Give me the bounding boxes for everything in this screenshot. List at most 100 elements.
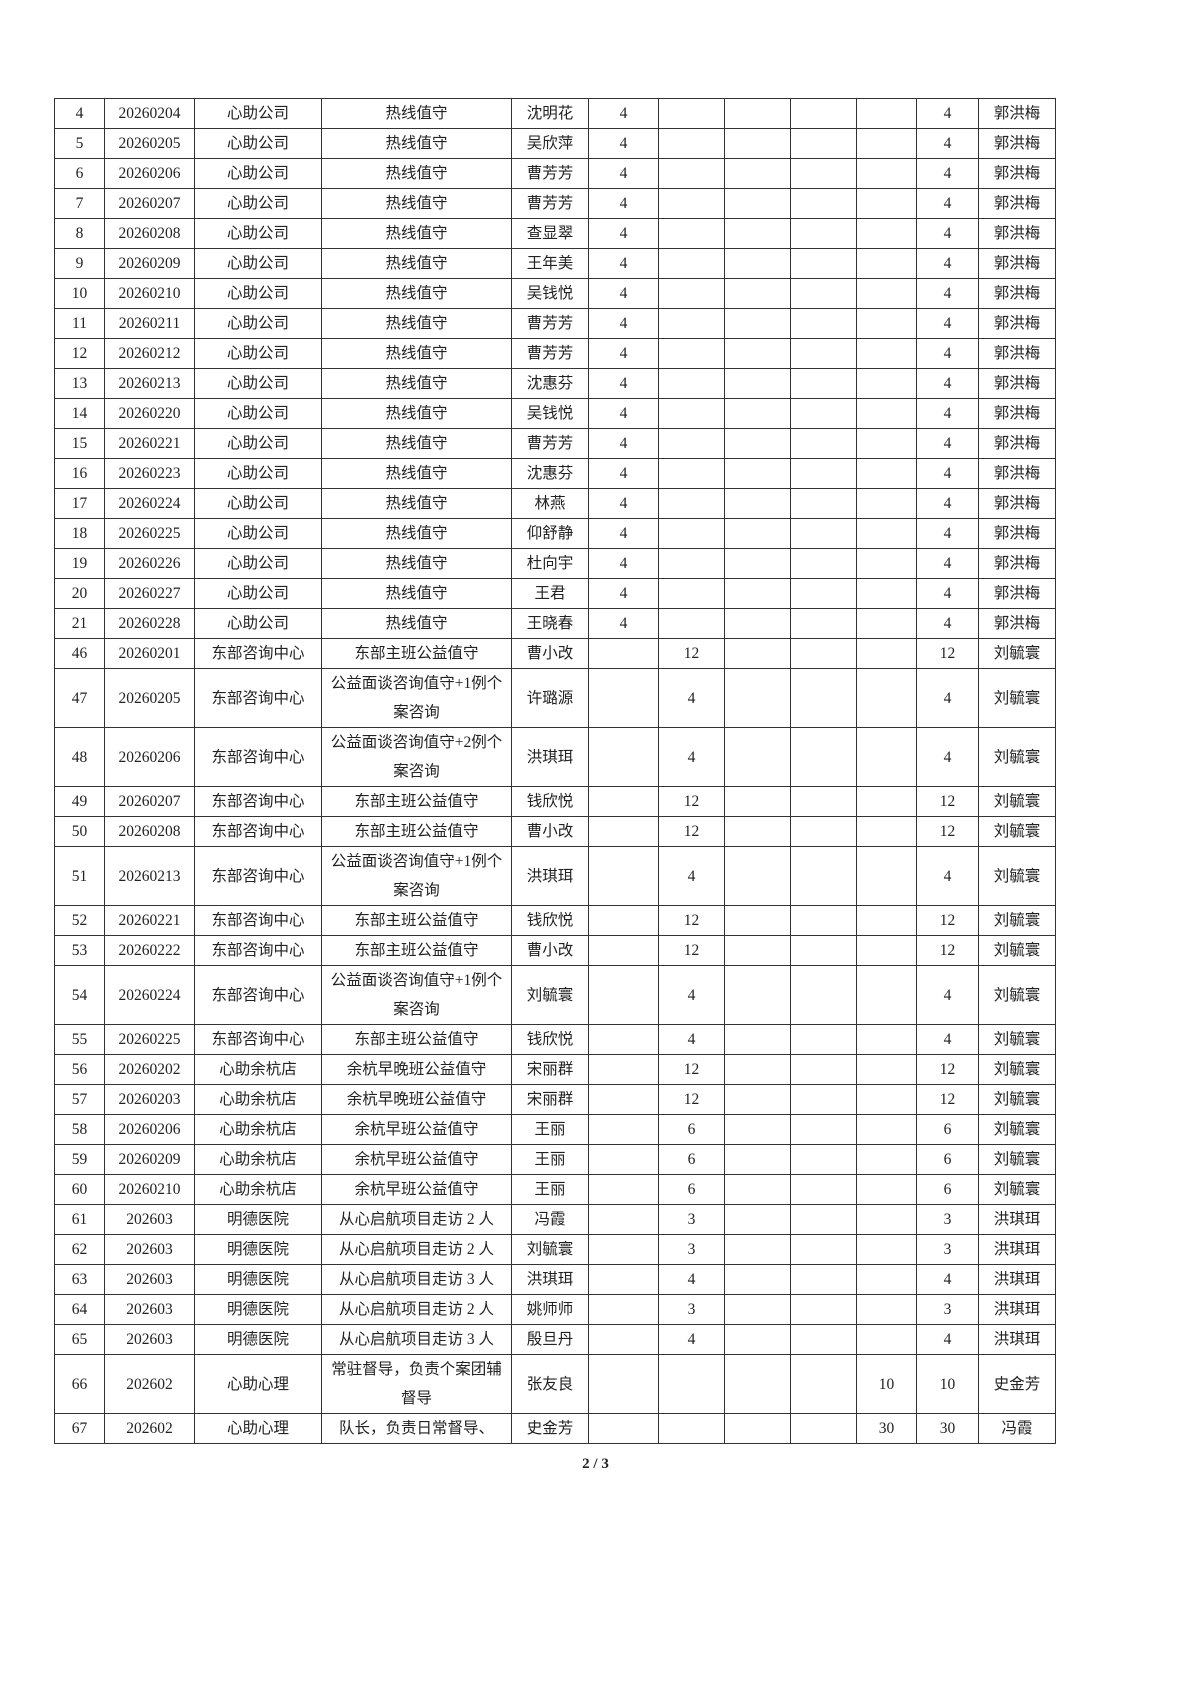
total-hours-cell: 6: [916, 1174, 979, 1205]
col-8-cell: [724, 668, 791, 728]
duty-hours-cell: [658, 1354, 725, 1414]
organization-cell: 心助心理: [194, 1413, 322, 1444]
service-item-cell: 东部主班公益值守: [321, 905, 512, 936]
col-8-cell: [724, 816, 791, 847]
table-row: 60 20260210 心助余杭店 余杭早班公益值守 王丽 6 6 刘毓寰: [54, 1174, 1056, 1205]
total-hours-cell: 6: [916, 1114, 979, 1145]
col-8-cell: [724, 1264, 791, 1295]
service-item-cell: 公益面谈咨询值守+1例个案咨询: [321, 965, 512, 1025]
hotline-hours-cell: 4: [588, 188, 659, 219]
row-number-cell: 59: [54, 1144, 105, 1175]
duty-hours-cell: 6: [658, 1114, 725, 1145]
total-hours-cell: 3: [916, 1294, 979, 1325]
date-cell: 20260210: [104, 1174, 195, 1205]
supervision-hours-cell: [856, 1084, 917, 1115]
duty-hours-cell: [658, 548, 725, 579]
date-cell: 20260220: [104, 398, 195, 429]
reviewer-cell: 刘毓寰: [978, 638, 1056, 669]
col-8-cell: [724, 278, 791, 309]
reviewer-cell: 刘毓寰: [978, 727, 1056, 787]
table-row: 10 20260210 心助公司 热线值守 吴钱悦 4 4 郭洪梅: [54, 278, 1056, 309]
service-item-cell: 热线值守: [321, 398, 512, 429]
table-row: 67 202602 心助心理 队长，负责日常督导、 史金芳 30 30 冯霞: [54, 1413, 1056, 1444]
service-item-cell: 热线值守: [321, 548, 512, 579]
col-8-cell: [724, 1174, 791, 1205]
date-cell: 20260206: [104, 727, 195, 787]
organization-cell: 东部咨询中心: [194, 638, 322, 669]
organization-cell: 心助公司: [194, 308, 322, 339]
organization-cell: 心助公司: [194, 338, 322, 369]
service-item-cell: 热线值守: [321, 578, 512, 609]
hotline-hours-cell: [588, 638, 659, 669]
supervision-hours-cell: [856, 638, 917, 669]
duty-hours-cell: 12: [658, 935, 725, 966]
volunteer-name-cell: 钱欣悦: [511, 905, 589, 936]
table-row: 11 20260211 心助公司 热线值守 曹芳芳 4 4 郭洪梅: [54, 308, 1056, 339]
col-9-cell: [790, 128, 857, 159]
total-hours-cell: 10: [916, 1354, 979, 1414]
hotline-hours-cell: 4: [588, 248, 659, 279]
duty-hours-cell: 12: [658, 816, 725, 847]
row-number-cell: 12: [54, 338, 105, 369]
supervision-hours-cell: [856, 1144, 917, 1175]
duty-hours-cell: [658, 338, 725, 369]
reviewer-cell: 刘毓寰: [978, 786, 1056, 817]
volunteer-name-cell: 王丽: [511, 1174, 589, 1205]
total-hours-cell: 3: [916, 1204, 979, 1235]
col-9-cell: [790, 1234, 857, 1265]
total-hours-cell: 4: [916, 248, 979, 279]
organization-cell: 心助余杭店: [194, 1114, 322, 1145]
date-cell: 20260209: [104, 1144, 195, 1175]
service-item-cell: 热线值守: [321, 188, 512, 219]
table-row: 63 202603 明德医院 从心启航项目走访 3 人洪琪珥 4 4 洪琪珥: [54, 1264, 1056, 1295]
organization-cell: 心助公司: [194, 248, 322, 279]
hotline-hours-cell: 4: [588, 338, 659, 369]
date-cell: 20260206: [104, 158, 195, 189]
volunteer-name-cell: 许璐源: [511, 668, 589, 728]
col-9-cell: [790, 1174, 857, 1205]
col-8-cell: [724, 965, 791, 1025]
table-row: 48 20260206 东部咨询中心 公益面谈咨询值守+2例个案咨询 洪琪珥 4 4 刘毓寰: [54, 727, 1056, 787]
date-cell: 20260222: [104, 935, 195, 966]
volunteer-name-cell: 吴欣萍: [511, 128, 589, 159]
supervision-hours-cell: [856, 1264, 917, 1295]
supervision-hours-cell: [856, 398, 917, 429]
reviewer-cell: 郭洪梅: [978, 128, 1056, 159]
duty-hours-cell: 4: [658, 727, 725, 787]
organization-cell: 心助公司: [194, 548, 322, 579]
col-8-cell: [724, 1354, 791, 1414]
col-9-cell: [790, 398, 857, 429]
total-hours-cell: 4: [916, 278, 979, 309]
date-cell: 20260202: [104, 1054, 195, 1085]
table-row: 56 20260202 心助余杭店 余杭早晚班公益值守 宋丽群 12 12 刘毓寰: [54, 1054, 1056, 1085]
total-hours-cell: 4: [916, 308, 979, 339]
col-9-cell: [790, 816, 857, 847]
duty-hours-cell: 3: [658, 1204, 725, 1235]
service-item-cell: 东部主班公益值守: [321, 816, 512, 847]
service-item-cell: 热线值守: [321, 158, 512, 189]
service-item-cell: 热线值守: [321, 428, 512, 459]
row-number-cell: 21: [54, 608, 105, 639]
total-hours-cell: 4: [916, 488, 979, 519]
date-cell: 20260225: [104, 1024, 195, 1055]
col-9-cell: [790, 1354, 857, 1414]
date-cell: 20260207: [104, 188, 195, 219]
hotline-hours-cell: 4: [588, 608, 659, 639]
date-cell: 202602: [104, 1413, 195, 1444]
table-row: 8 20260208 心助公司 热线值守 查显翠 4 4 郭洪梅: [54, 218, 1056, 249]
table-row: 21 20260228 心助公司 热线值守 王晓春 4 4 郭洪梅: [54, 608, 1056, 639]
volunteer-name-cell: 曹小改: [511, 935, 589, 966]
row-number-cell: 57: [54, 1084, 105, 1115]
table-row: 5 20260205 心助公司 热线值守 吴欣萍 4 4 郭洪梅: [54, 128, 1056, 159]
duty-hours-cell: [658, 458, 725, 489]
organization-cell: 明德医院: [194, 1204, 322, 1235]
total-hours-cell: 12: [916, 1054, 979, 1085]
total-hours-cell: 4: [916, 368, 979, 399]
service-item-cell: 热线值守: [321, 218, 512, 249]
total-hours-cell: 4: [916, 128, 979, 159]
date-cell: 20260205: [104, 668, 195, 728]
hotline-hours-cell: 4: [588, 98, 659, 129]
hotline-hours-cell: [588, 846, 659, 906]
duty-hours-cell: 12: [658, 1084, 725, 1115]
hotline-hours-cell: [588, 935, 659, 966]
